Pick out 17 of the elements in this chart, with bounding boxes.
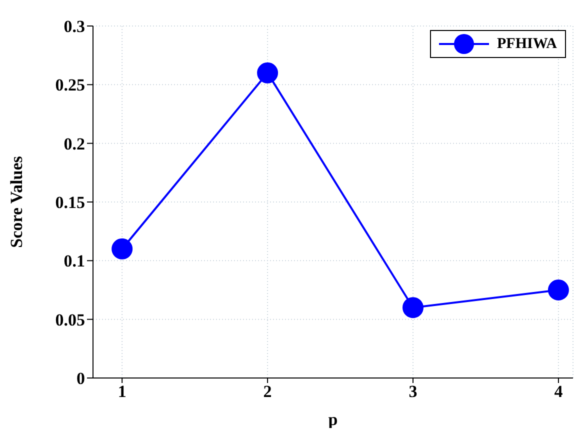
x-tick-label: 2	[263, 382, 272, 402]
y-tick-label: 0.05	[55, 310, 85, 330]
y-tick-label: 0.1	[64, 252, 85, 271]
x-tick-label: 3	[408, 382, 418, 402]
point	[402, 297, 424, 318]
legend-label: PFHIWA	[497, 36, 557, 52]
y-tick-label: 0.2	[64, 134, 85, 154]
point	[548, 280, 569, 300]
y-tick-label: 0.15	[55, 193, 85, 212]
y-tick-label: 0	[76, 369, 85, 388]
point	[112, 238, 133, 260]
y-tick-label: 0.25	[55, 76, 85, 95]
y-axis-title: Score Values	[7, 156, 26, 248]
y-tick-label: 0.3	[64, 17, 85, 36]
x-tick-label: 4	[554, 382, 564, 402]
x-tick-label: 1	[118, 382, 126, 402]
point	[257, 62, 278, 84]
